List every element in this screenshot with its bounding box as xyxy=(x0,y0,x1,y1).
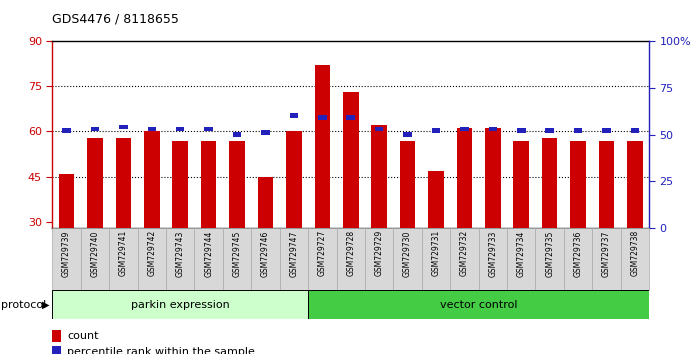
Bar xyxy=(375,127,383,131)
Bar xyxy=(422,228,450,290)
Text: GSM729744: GSM729744 xyxy=(204,230,213,276)
Text: GSM729743: GSM729743 xyxy=(176,230,185,276)
Bar xyxy=(52,290,308,319)
Bar xyxy=(233,132,242,137)
Text: GSM729742: GSM729742 xyxy=(147,230,156,276)
Bar xyxy=(280,228,308,290)
Text: vector control: vector control xyxy=(440,300,517,310)
Bar xyxy=(290,114,298,118)
Text: count: count xyxy=(67,331,99,341)
Text: GSM729735: GSM729735 xyxy=(545,230,554,276)
Bar xyxy=(400,141,415,228)
Bar xyxy=(52,346,61,354)
Text: GDS4476 / 8118655: GDS4476 / 8118655 xyxy=(52,12,179,25)
Bar xyxy=(52,330,61,342)
Bar xyxy=(315,65,330,228)
Bar xyxy=(258,177,274,228)
Bar xyxy=(535,228,564,290)
Bar xyxy=(489,127,497,131)
Bar xyxy=(286,131,302,228)
Text: GSM729736: GSM729736 xyxy=(574,230,583,276)
Text: parkin expression: parkin expression xyxy=(131,300,230,310)
Bar xyxy=(371,125,387,228)
Text: GSM729739: GSM729739 xyxy=(62,230,71,276)
Text: GSM729738: GSM729738 xyxy=(630,230,639,276)
Bar xyxy=(365,228,394,290)
Bar xyxy=(308,228,336,290)
Text: GSM729741: GSM729741 xyxy=(119,230,128,276)
Bar xyxy=(593,228,621,290)
Bar xyxy=(336,228,365,290)
Bar xyxy=(81,228,109,290)
Bar xyxy=(91,127,99,131)
Text: GSM729731: GSM729731 xyxy=(431,230,440,276)
Bar xyxy=(428,171,444,228)
Bar xyxy=(514,141,529,228)
Bar xyxy=(251,228,280,290)
Text: GSM729728: GSM729728 xyxy=(346,230,355,276)
Bar xyxy=(261,130,269,135)
Bar xyxy=(545,129,554,133)
Bar xyxy=(542,138,558,228)
Text: GSM729733: GSM729733 xyxy=(489,230,498,276)
Bar xyxy=(109,228,138,290)
Text: GSM729734: GSM729734 xyxy=(517,230,526,276)
Bar xyxy=(318,115,327,120)
Bar xyxy=(87,138,103,228)
Bar xyxy=(223,228,251,290)
Text: GSM729737: GSM729737 xyxy=(602,230,611,276)
Bar xyxy=(147,127,156,131)
Bar xyxy=(394,228,422,290)
Text: GSM729732: GSM729732 xyxy=(460,230,469,276)
Text: GSM729740: GSM729740 xyxy=(91,230,100,276)
Bar xyxy=(564,228,593,290)
Bar xyxy=(52,228,81,290)
Text: protocol: protocol xyxy=(1,300,47,310)
Bar xyxy=(201,141,216,228)
Text: GSM729747: GSM729747 xyxy=(290,230,299,276)
Bar xyxy=(308,290,649,319)
Bar xyxy=(59,174,75,228)
Bar xyxy=(172,141,188,228)
Text: GSM729746: GSM729746 xyxy=(261,230,270,276)
Text: GSM729730: GSM729730 xyxy=(403,230,412,276)
Bar xyxy=(229,141,245,228)
Bar xyxy=(403,132,412,137)
Bar xyxy=(631,129,639,133)
Bar xyxy=(602,129,611,133)
Bar xyxy=(456,129,473,228)
Bar xyxy=(119,125,128,129)
Bar xyxy=(507,228,535,290)
Bar xyxy=(627,141,643,228)
Bar xyxy=(599,141,614,228)
Bar xyxy=(621,228,649,290)
Bar xyxy=(346,115,355,120)
Text: GSM729729: GSM729729 xyxy=(375,230,384,276)
Bar xyxy=(144,131,160,228)
Bar xyxy=(485,129,500,228)
Bar xyxy=(460,127,468,131)
Bar xyxy=(176,127,184,131)
Text: GSM729745: GSM729745 xyxy=(232,230,242,276)
Text: percentile rank within the sample: percentile rank within the sample xyxy=(67,347,255,354)
Bar xyxy=(574,129,582,133)
Bar xyxy=(570,141,586,228)
Bar xyxy=(432,129,440,133)
Text: ▶: ▶ xyxy=(42,300,50,310)
Bar xyxy=(517,129,526,133)
Bar xyxy=(343,92,359,228)
Text: GSM729727: GSM729727 xyxy=(318,230,327,276)
Bar xyxy=(116,138,131,228)
Bar xyxy=(138,228,166,290)
Bar xyxy=(166,228,195,290)
Bar xyxy=(62,129,70,133)
Bar xyxy=(205,127,213,131)
Bar xyxy=(450,228,479,290)
Bar xyxy=(195,228,223,290)
Bar xyxy=(479,228,507,290)
